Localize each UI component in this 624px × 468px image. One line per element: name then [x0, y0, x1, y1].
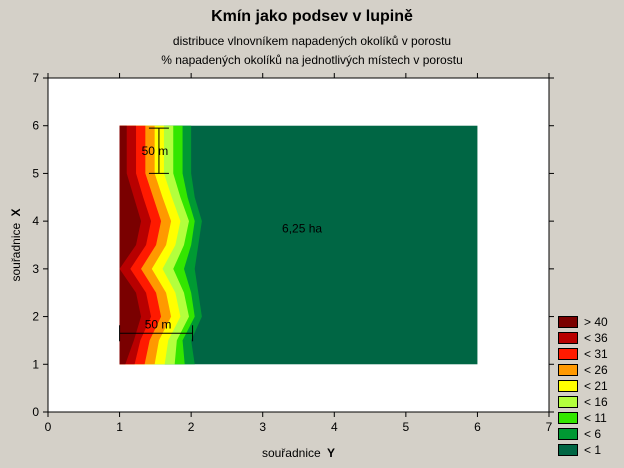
legend-item: < 21: [558, 378, 608, 394]
legend-label: < 36: [584, 331, 608, 345]
legend-label: < 31: [584, 347, 608, 361]
legend-label: < 11: [584, 411, 607, 425]
x-tick-label: 3: [259, 420, 266, 434]
x-axis-label-var: Y: [327, 446, 335, 460]
legend-item: < 11: [558, 410, 608, 426]
legend-item: < 1: [558, 442, 608, 458]
chart-title: Kmín jako podsev v lupině: [211, 8, 413, 25]
y-tick-label: 7: [32, 71, 39, 85]
x-tick-label: 2: [188, 420, 195, 434]
legend-label: < 1: [584, 443, 602, 457]
y-tick-label: 5: [32, 166, 39, 180]
y-axis-label-var: X: [9, 208, 23, 216]
y-tick-label: 4: [32, 214, 39, 228]
y-tick-label: 6: [32, 119, 39, 133]
x-tick-label: 5: [403, 420, 410, 434]
chart-subtitle-1: distribuce vlnovníkem napadených okolíků…: [172, 34, 452, 48]
x-tick-label: 4: [331, 420, 338, 434]
legend-item: < 6: [558, 426, 608, 442]
legend-label: > 40: [584, 315, 608, 329]
legend-swatch: [558, 316, 578, 328]
x-axis-label-main: souřadnice: [262, 446, 321, 460]
scale-label-vertical: 50 m: [142, 144, 169, 158]
y-tick-label: 2: [32, 310, 39, 324]
axes-layer: 0 1 2 3 4 5 6 7 0 1 2 3 4 5 6 7: [32, 71, 554, 434]
y-axis-label: souřadnice X: [9, 208, 23, 281]
legend-item: < 36: [558, 330, 608, 346]
legend-label: < 6: [584, 427, 602, 441]
legend-swatch: [558, 428, 578, 440]
legend-item: < 31: [558, 346, 608, 362]
legend-swatch: [558, 380, 578, 392]
scale-label-horizontal: 50 m: [145, 317, 172, 331]
legend-item: < 16: [558, 394, 608, 410]
contour-band: [119, 125, 142, 365]
y-tick-label: 1: [32, 357, 39, 371]
legend-swatch: [558, 412, 578, 424]
legend: > 40 < 36 < 31 < 26 < 21 < 16 < 11 < 6 < 1: [558, 314, 608, 458]
legend-swatch: [558, 396, 578, 408]
x-tick-label: 1: [116, 420, 123, 434]
y-axis-label-main: souřadnice: [9, 223, 23, 282]
x-tick-label: 6: [474, 420, 481, 434]
legend-label: < 16: [584, 395, 608, 409]
area-label: 6,25 ha: [282, 221, 322, 235]
field-layer: [119, 125, 478, 365]
legend-swatch: [558, 348, 578, 360]
legend-swatch: [558, 332, 578, 344]
legend-item: < 26: [558, 362, 608, 378]
plot-frame: [47, 77, 550, 413]
legend-swatch: [558, 364, 578, 376]
y-tick-label: 0: [32, 405, 39, 419]
legend-label: < 26: [584, 363, 608, 377]
legend-item: > 40: [558, 314, 608, 330]
legend-label: < 21: [584, 379, 608, 393]
y-tick-label: 3: [32, 262, 39, 276]
legend-swatch: [558, 444, 578, 456]
x-tick-label: 0: [45, 420, 52, 434]
x-tick-label: 7: [546, 420, 553, 434]
x-axis-label: souřadnice Y: [262, 446, 335, 460]
chart-subtitle-2: % napadených okolíků na jednotlivých mís…: [161, 53, 463, 67]
annotation-layer: 50 m 50 m 6,25 ha: [119, 127, 322, 342]
